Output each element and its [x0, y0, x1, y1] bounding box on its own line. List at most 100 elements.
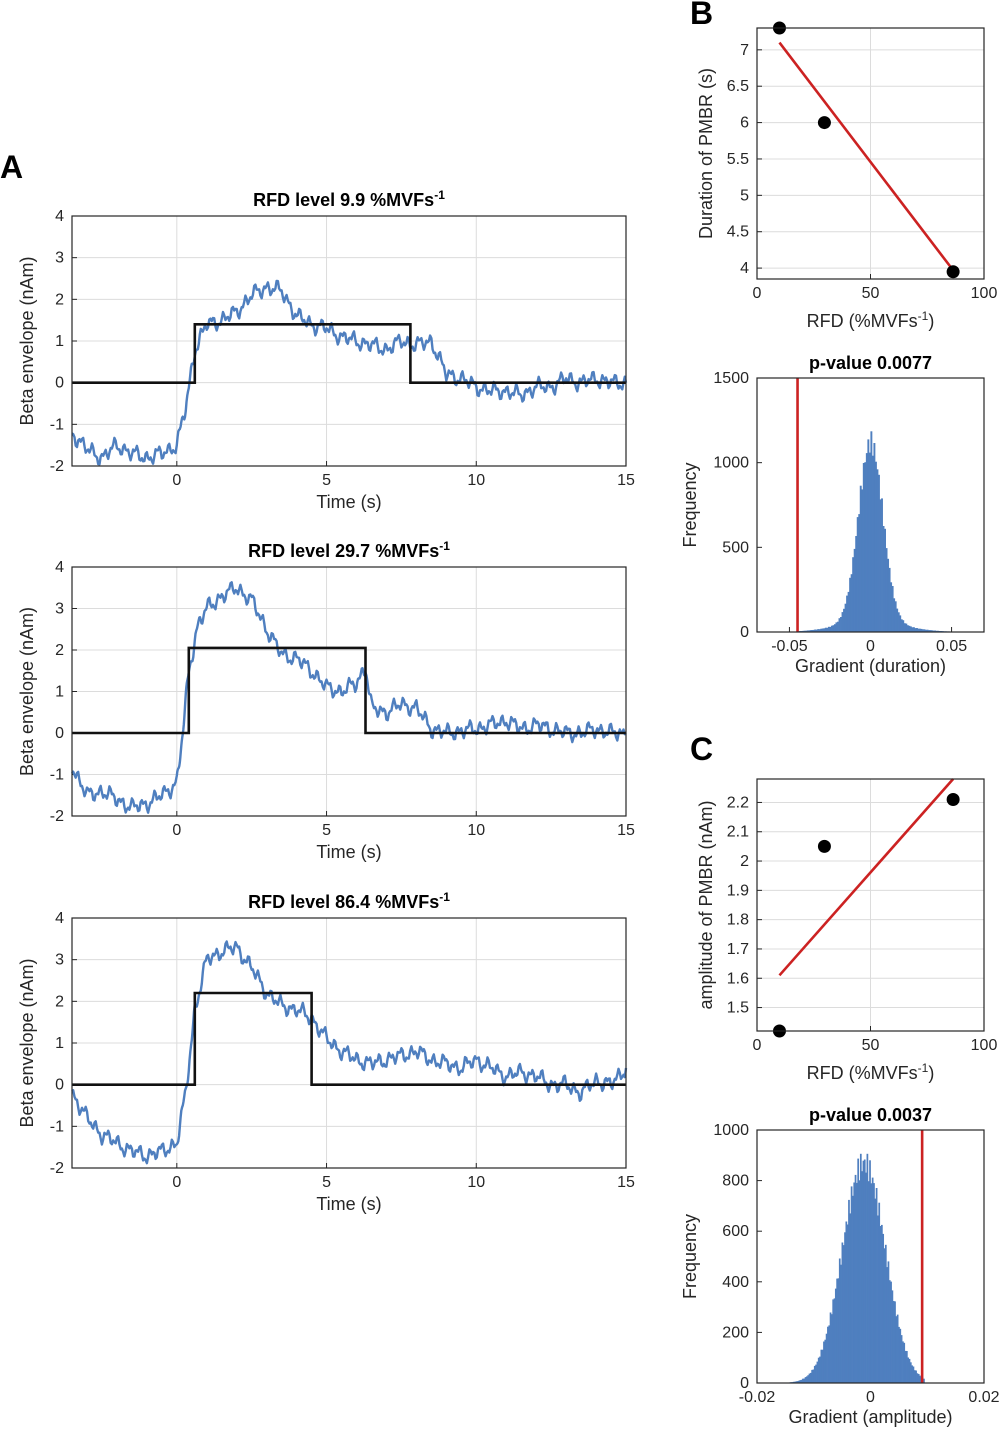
histogram-bar — [809, 630, 812, 632]
chart-duration-scatter: 0 50 100 4 4.5 5 5.5 6 6.5 7 RFD (%MVFs-1) Duration… — [696, 21, 997, 331]
histogram-bar — [888, 567, 891, 632]
histogram-bar — [915, 1370, 917, 1383]
histogram-bar — [908, 625, 911, 632]
histogram-bar — [818, 629, 821, 632]
y-tick-label: 1.5 — [727, 1000, 749, 1017]
histogram-bar — [902, 620, 905, 632]
histogram-bar — [867, 439, 870, 632]
histogram-bar — [825, 1333, 828, 1383]
histogram-bar — [850, 1186, 853, 1383]
histogram-bar — [849, 577, 852, 632]
x-tick-label: 5 — [322, 1174, 331, 1191]
chart-rfd-9-9: 0 5 10 15 -2 -1 0 1 2 3 4 RFD level 9.9 %MVFs-1 Time… — [17, 188, 635, 512]
x-tick-label: 100 — [971, 1037, 998, 1054]
x-tick-label: 0 — [753, 285, 762, 302]
histogram-bar — [857, 1158, 860, 1383]
histogram-bar — [932, 630, 935, 632]
histogram-bar — [900, 1335, 903, 1383]
y-tick-label: 3 — [55, 952, 64, 969]
histogram-bar — [877, 1215, 879, 1383]
y-tick-label: 5 — [740, 187, 749, 204]
histogram-bar — [878, 1202, 881, 1383]
y-tick-label: 0 — [55, 1077, 64, 1094]
y-tick-label: 2.2 — [727, 794, 749, 811]
chart-rfd-86-4: 0 5 10 15 -2 -1 0 1 2 3 4 RFD level 86.4 %MVFs-1 Tim… — [17, 890, 635, 1214]
histogram-bar — [923, 629, 926, 632]
histogram-bar — [844, 1232, 846, 1383]
y-tick-label: -1 — [50, 1118, 64, 1135]
histogram-bar — [824, 627, 827, 632]
y-axis-label: Beta envelope (nAm) — [17, 607, 37, 776]
x-tick-label: 10 — [467, 822, 485, 839]
histogram-bar — [874, 461, 877, 632]
histogram-bar — [905, 1351, 908, 1383]
y-tick-label: -2 — [50, 458, 64, 475]
histogram-bar — [871, 455, 874, 632]
histogram-bar — [881, 1224, 883, 1383]
x-axis-label: RFD (%MVFs-1) — [807, 1061, 935, 1083]
histogram-bar — [799, 1380, 802, 1383]
y-tick-label: 1.9 — [727, 882, 749, 899]
histogram-bar — [871, 1177, 874, 1383]
histogram-bar — [843, 608, 845, 632]
histogram-bar — [867, 1181, 870, 1383]
x-tick-label: 0 — [866, 638, 875, 655]
histogram-bar — [859, 485, 862, 632]
y-tick-label: 2 — [55, 993, 64, 1010]
x-axis-label: RFD (%MVFs-1) — [807, 309, 935, 331]
pmbr-fit-step — [72, 322, 626, 385]
chart-rfd-29-7: 0 5 10 15 -2 -1 0 1 2 3 4 RFD level 29.7 %MVFs-1 Tim… — [17, 539, 635, 862]
histogram-bar — [911, 627, 914, 632]
histogram-bar — [863, 1159, 866, 1383]
x-tick-label: 5 — [322, 472, 331, 489]
beta-envelope-series — [71, 940, 628, 1165]
histogram-bar — [829, 626, 832, 632]
y-tick-label: 1 — [55, 684, 64, 701]
y-axis-label: amplitude of PMBR (nAm) — [696, 800, 716, 1009]
histogram-bar — [821, 628, 824, 632]
histogram-bar — [842, 1245, 845, 1383]
histogram-bar — [859, 1153, 862, 1383]
x-axis-label: Gradient (duration) — [795, 656, 946, 676]
histogram-bar — [898, 1326, 900, 1383]
histogram-bar — [873, 1183, 875, 1383]
histogram-bar — [917, 628, 920, 632]
histogram-bar — [887, 558, 890, 632]
y-tick-label: 500 — [722, 539, 749, 556]
histogram-bar — [891, 1290, 894, 1383]
plot-frame — [71, 566, 627, 817]
histogram-bar — [895, 1316, 898, 1383]
histogram-bar — [896, 1314, 899, 1383]
histogram-bar — [852, 557, 855, 632]
histogram-bar — [817, 1357, 820, 1383]
histogram-bar — [848, 1199, 850, 1383]
plot-frame — [756, 778, 985, 1032]
panel-letter-a: A — [0, 149, 23, 185]
histogram-bar — [881, 498, 883, 632]
x-tick-label: 15 — [617, 472, 635, 489]
histogram-bar — [827, 1326, 829, 1383]
histogram-bar — [919, 1375, 921, 1383]
x-axis-label: Time (s) — [316, 842, 381, 862]
histogram-bar — [823, 628, 826, 632]
histogram-bar — [862, 463, 865, 632]
histogram-bar — [864, 462, 867, 632]
y-tick-label: 0 — [55, 725, 64, 742]
chart-title: p-value 0.0037 — [809, 1105, 932, 1125]
regression-line — [778, 778, 955, 977]
histogram-bar — [808, 1373, 811, 1383]
histogram-bar — [812, 629, 815, 632]
histogram-bar — [894, 1301, 896, 1383]
histogram-bar — [882, 526, 885, 632]
histogram-bar — [869, 1160, 871, 1383]
chart-duration-histogram: -0.05 0 0.05 0 500 1000 1500 p-value 0.0077 Grad… — [680, 353, 985, 676]
beta-envelope-series — [71, 581, 627, 814]
histogram-bar — [836, 1278, 838, 1383]
histogram-bar — [820, 628, 823, 632]
histogram-bar — [795, 1381, 798, 1383]
x-tick-label: 10 — [467, 1174, 485, 1191]
y-tick-label: 1.8 — [727, 912, 749, 929]
histogram-bar — [832, 625, 835, 632]
histogram-bar — [917, 1374, 920, 1383]
